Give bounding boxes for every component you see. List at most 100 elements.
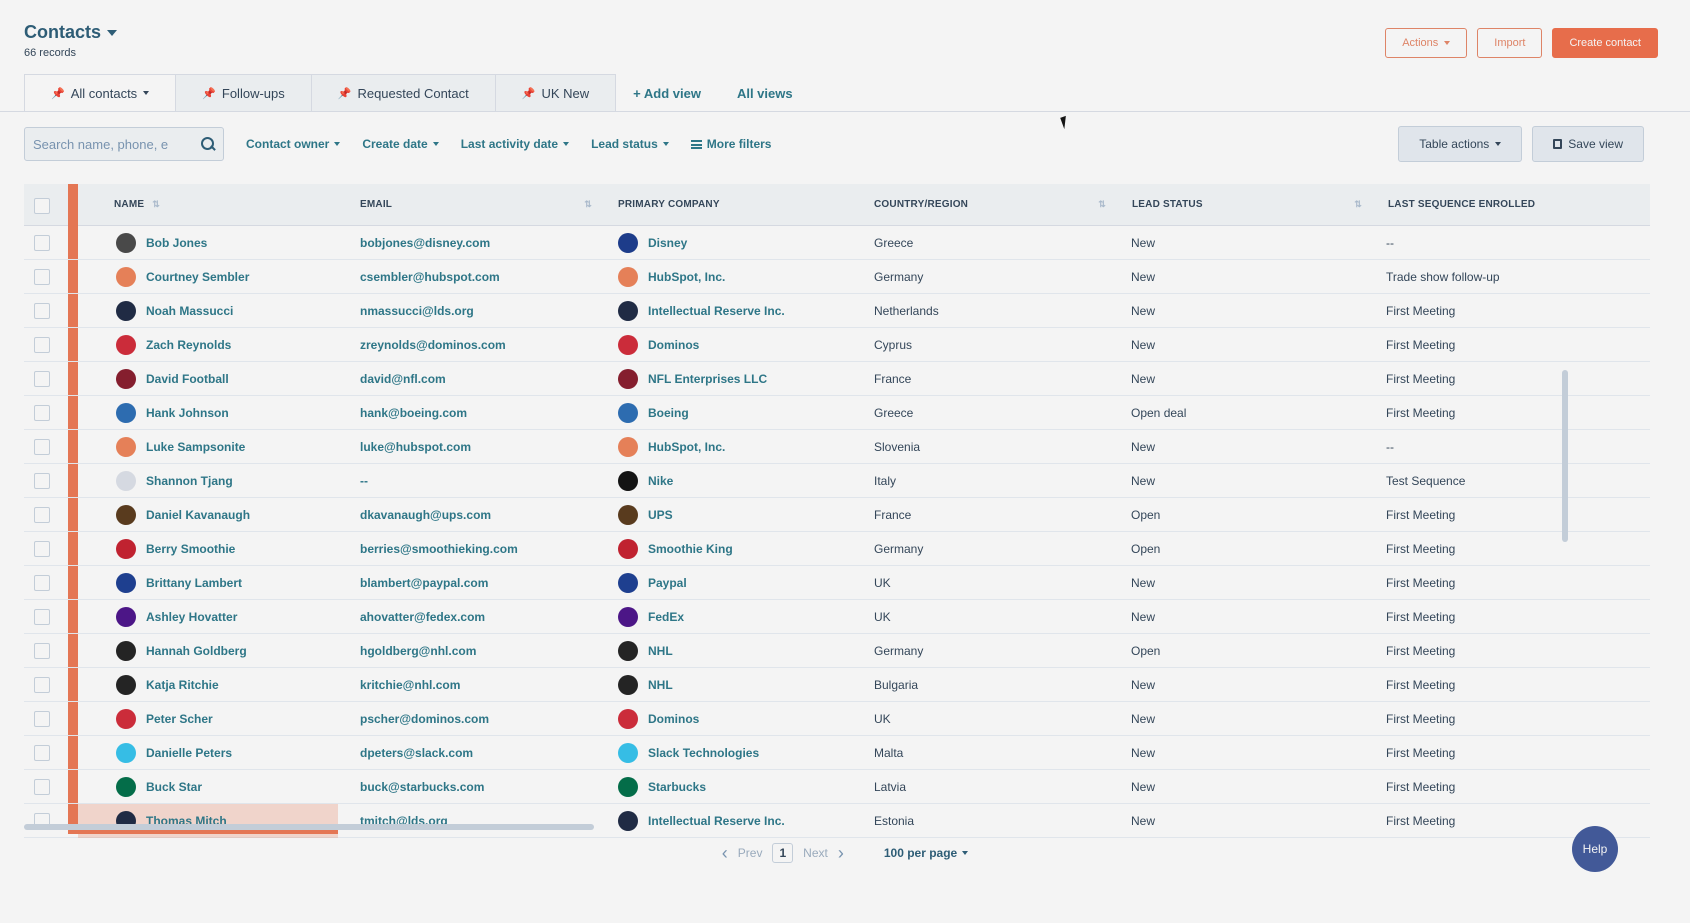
column-header-email[interactable]: EMAIL ⇅ [348, 184, 606, 226]
contact-name-cell[interactable]: Berry Smoothie [116, 532, 235, 566]
row-checkbox[interactable] [34, 575, 50, 591]
vertical-scrollbar[interactable] [1562, 370, 1568, 542]
contact-name[interactable]: Danielle Peters [146, 746, 233, 760]
sort-icon[interactable]: ⇅ [1354, 199, 1362, 209]
contact-name[interactable]: Peter Scher [146, 712, 213, 726]
contact-name[interactable]: Noah Massucci [146, 304, 234, 318]
company-name[interactable]: Slack Technologies [648, 746, 760, 760]
row-checkbox[interactable] [34, 779, 50, 795]
column-header-primary-company[interactable]: PRIMARY COMPANY [606, 184, 862, 226]
contact-name-cell[interactable]: Buck Star [116, 770, 202, 804]
table-row[interactable]: David Football david@nfl.com NFL Enterpr… [24, 362, 1650, 396]
company-name[interactable]: HubSpot, Inc. [648, 270, 726, 284]
chevron-down-icon[interactable] [107, 29, 118, 36]
table-row[interactable]: Bob Jones bobjones@disney.com Disney Gre… [24, 226, 1650, 260]
email-cell[interactable]: berries@smoothieking.com [360, 542, 518, 556]
email-cell[interactable]: zreynolds@dominos.com [360, 338, 506, 352]
company-cell[interactable]: NFL Enterprises LLC [618, 362, 767, 396]
company-cell[interactable]: Smoothie King [618, 532, 733, 566]
row-checkbox[interactable] [34, 677, 50, 693]
contact-name[interactable]: David Football [146, 372, 229, 386]
contact-name-cell[interactable]: David Football [116, 362, 229, 396]
email-cell[interactable]: luke@hubspot.com [360, 440, 472, 454]
contact-name[interactable]: Hannah Goldberg [146, 644, 247, 658]
contact-name[interactable]: Hank Johnson [146, 406, 229, 420]
contact-name-cell[interactable]: Danielle Peters [116, 736, 232, 770]
company-cell[interactable]: Nike [618, 464, 673, 498]
company-name[interactable]: Dominos [648, 712, 700, 726]
company-cell[interactable]: NHL [618, 668, 673, 702]
table-row[interactable]: Ashley Hovatter ahovatter@fedex.com FedE… [24, 600, 1650, 634]
row-checkbox[interactable] [34, 337, 50, 353]
email-cell[interactable]: nmassucci@lds.org [360, 304, 474, 318]
row-checkbox[interactable] [34, 643, 50, 659]
email-cell[interactable]: buck@starbucks.com [360, 780, 485, 794]
table-row[interactable]: Courtney Sembler csembler@hubspot.com Hu… [24, 260, 1650, 294]
add-view-link[interactable]: + Add view [633, 85, 701, 101]
chevron-down-icon[interactable] [143, 91, 150, 95]
import-button[interactable]: Import [1477, 28, 1543, 58]
email-cell[interactable]: pscher@dominos.com [360, 712, 490, 726]
row-checkbox[interactable] [34, 269, 50, 285]
contact-name[interactable]: Courtney Sembler [146, 270, 250, 284]
column-header-country[interactable]: COUNTRY/REGION ⇅ [862, 184, 1120, 226]
contact-name[interactable]: Ashley Hovatter [146, 610, 238, 624]
contact-name[interactable]: Bob Jones [146, 236, 208, 250]
row-checkbox[interactable] [34, 405, 50, 421]
company-name[interactable]: Smoothie King [648, 542, 733, 556]
company-cell[interactable]: HubSpot, Inc. [618, 430, 725, 464]
company-cell[interactable]: Intellectual Reserve Inc. [618, 294, 785, 328]
contact-name[interactable]: Daniel Kavanaugh [146, 508, 251, 522]
table-row[interactable]: Zach Reynolds zreynolds@dominos.com Domi… [24, 328, 1650, 362]
row-checkbox[interactable] [34, 711, 50, 727]
search-icon[interactable] [201, 137, 215, 151]
next-page-button[interactable]: Next [803, 846, 828, 860]
all-views-link[interactable]: All views [736, 85, 793, 101]
company-name[interactable]: Starbucks [648, 780, 707, 794]
company-name[interactable]: Dominos [648, 338, 700, 352]
column-header-last-sequence[interactable]: LAST SEQUENCE ENROLLED [1376, 184, 1650, 226]
email-cell[interactable]: hank@boeing.com [360, 406, 468, 420]
sort-icon[interactable]: ⇅ [584, 199, 592, 209]
email-cell[interactable]: dkavanaugh@ups.com [360, 508, 492, 522]
company-name[interactable]: HubSpot, Inc. [648, 440, 726, 454]
table-row[interactable]: Katja Ritchie kritchie@nhl.com NHL Bulga… [24, 668, 1650, 702]
contact-name[interactable]: Buck Star [146, 780, 203, 794]
contact-owner-filter[interactable]: Contact owner [246, 137, 341, 151]
table-row[interactable]: Hannah Goldberg hgoldberg@nhl.com NHL Ge… [24, 634, 1650, 668]
create-contact-button[interactable]: Create contact [1552, 28, 1658, 58]
current-page[interactable]: 1 [772, 843, 794, 863]
tab-uk-new[interactable]: 📌 UK New [494, 74, 617, 112]
row-checkbox[interactable] [34, 439, 50, 455]
last-activity-date-filter[interactable]: Last activity date [461, 137, 570, 151]
contact-name-cell[interactable]: Peter Scher [116, 702, 213, 736]
contact-name-cell[interactable]: Daniel Kavanaugh [116, 498, 250, 532]
table-row[interactable]: Berry Smoothie berries@smoothieking.com … [24, 532, 1650, 566]
table-row[interactable]: Shannon Tjang -- Nike Italy New Test Seq… [24, 464, 1650, 498]
email-cell[interactable]: blambert@paypal.com [360, 576, 489, 590]
contact-name[interactable]: Zach Reynolds [146, 338, 232, 352]
company-cell[interactable]: Paypal [618, 566, 687, 600]
contact-name[interactable]: Shannon Tjang [146, 474, 233, 488]
company-name[interactable]: Intellectual Reserve Inc. [648, 304, 785, 318]
company-name[interactable]: NHL [648, 678, 673, 692]
company-cell[interactable]: FedEx [618, 600, 684, 634]
contact-name[interactable]: Luke Sampsonite [146, 440, 246, 454]
contact-name-cell[interactable]: Ashley Hovatter [116, 600, 237, 634]
table-row[interactable]: Thomas Mitch tmitch@lds.org Intellectual… [24, 804, 1650, 838]
title-row[interactable]: Contacts [24, 22, 118, 43]
company-name[interactable]: UPS [648, 508, 673, 522]
row-checkbox[interactable] [34, 541, 50, 557]
table-row[interactable]: Danielle Peters dpeters@slack.com Slack … [24, 736, 1650, 770]
contact-name-cell[interactable]: Luke Sampsonite [116, 430, 245, 464]
tab-all-contacts[interactable]: 📌 All contacts [24, 74, 177, 112]
row-checkbox[interactable] [34, 235, 50, 251]
company-name[interactable]: FedEx [648, 610, 685, 624]
contact-name-cell[interactable]: Bob Jones [116, 226, 207, 260]
company-name[interactable]: Nike [648, 474, 674, 488]
search-input[interactable]: Search name, phone, e [24, 127, 224, 161]
company-name[interactable]: Paypal [648, 576, 687, 590]
per-page-select[interactable]: 100 per page [884, 846, 969, 860]
company-cell[interactable]: HubSpot, Inc. [618, 260, 725, 294]
chevron-right-icon[interactable]: › [837, 842, 844, 863]
